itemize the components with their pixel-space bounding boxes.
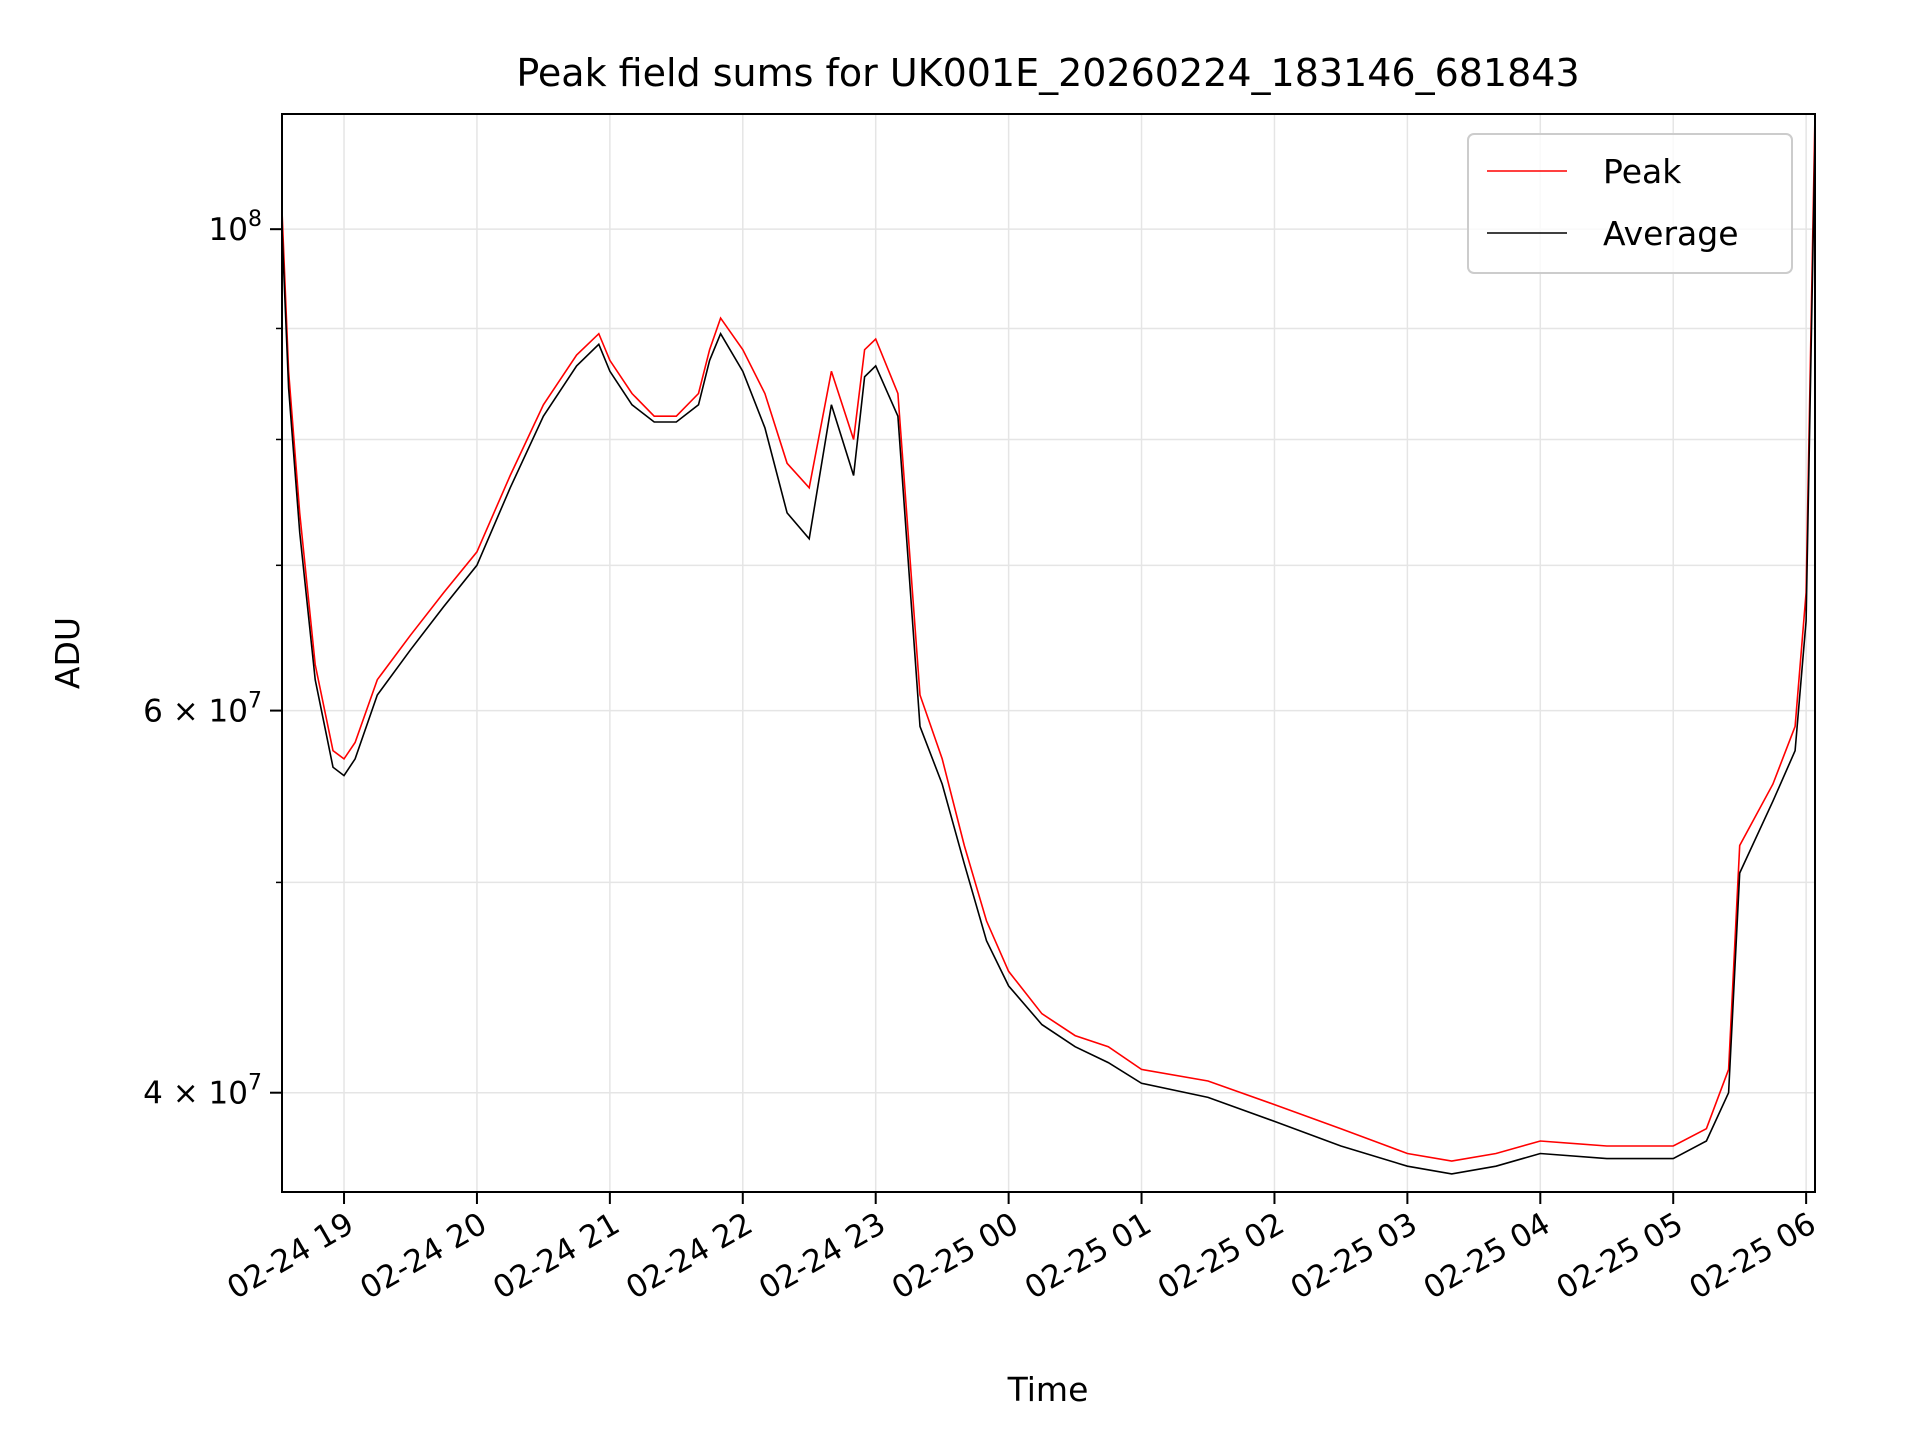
y-tick-label: 108 — [209, 207, 262, 248]
y-tick-label: 4 × 107 — [143, 1071, 262, 1112]
x-axis-label: Time — [1007, 1370, 1089, 1409]
legend: Peak Average — [1467, 133, 1793, 274]
grid — [282, 114, 1815, 1192]
plot-frame — [281, 113, 1816, 1193]
y-tick-label: 6 × 107 — [143, 689, 262, 730]
series-line-peak — [282, 114, 1815, 1162]
y-axis-label: ADU — [48, 617, 87, 689]
legend-label-average: Average — [1603, 214, 1739, 253]
legend-label-peak: Peak — [1603, 152, 1682, 191]
y-axis: 108 6 × 107 4 × 107 — [143, 207, 282, 1112]
series-layer — [282, 114, 1815, 1175]
chart-title: Peak field sums for UK001E_20260224_1831… — [516, 51, 1579, 95]
series-line-average — [282, 139, 1815, 1175]
legend-box — [1467, 133, 1793, 274]
